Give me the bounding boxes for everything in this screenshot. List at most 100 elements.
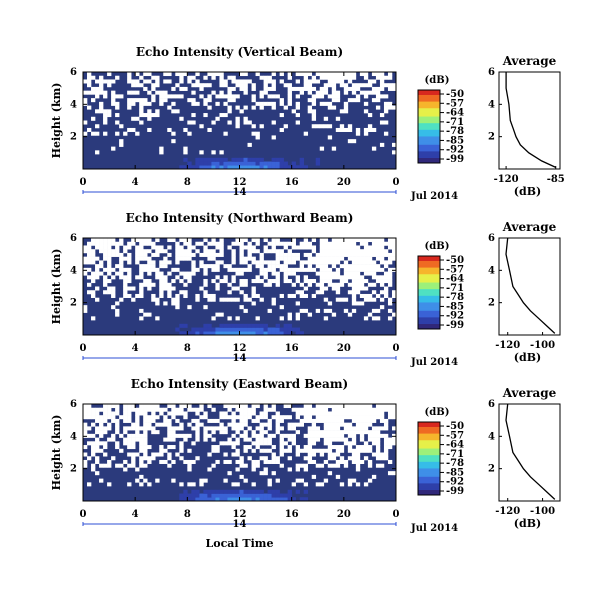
missing-cell <box>387 245 393 250</box>
missing-cell <box>367 478 373 483</box>
missing-cell <box>167 260 172 265</box>
missing-cell <box>331 426 337 431</box>
missing-cell <box>303 260 309 265</box>
echo-cell <box>207 157 212 162</box>
echo-cell <box>203 493 208 498</box>
missing-cell <box>387 441 393 446</box>
colorbar-segment <box>418 486 440 489</box>
missing-cell <box>347 441 353 446</box>
missing-cell <box>259 260 264 265</box>
missing-cell <box>331 86 337 91</box>
missing-cell <box>139 252 144 257</box>
missing-cell <box>323 264 329 269</box>
y-tick-label: 6 <box>70 233 77 244</box>
missing-cell <box>315 411 321 416</box>
missing-cell <box>95 471 100 476</box>
missing-cell <box>215 426 220 431</box>
missing-cell <box>371 241 377 246</box>
colorbar-segment <box>418 153 440 156</box>
missing-cell <box>251 463 256 468</box>
missing-cell <box>95 241 100 246</box>
echo-cell <box>255 157 260 162</box>
colorbar-segment <box>418 151 440 154</box>
missing-cell <box>103 94 108 99</box>
missing-cell <box>259 124 264 129</box>
missing-cell <box>91 448 96 453</box>
missing-cell <box>343 441 349 446</box>
missing-cell <box>143 456 148 461</box>
missing-cell <box>351 260 357 265</box>
missing-cell <box>127 293 132 298</box>
missing-cell <box>111 101 116 106</box>
missing-cell <box>371 260 377 265</box>
missing-cell <box>235 124 240 129</box>
missing-cell <box>191 271 196 276</box>
missing-cell <box>335 75 341 80</box>
missing-cell <box>243 72 248 77</box>
missing-cell <box>135 252 140 257</box>
missing-cell <box>295 312 300 317</box>
missing-cell <box>363 90 369 95</box>
missing-cell <box>339 445 345 450</box>
missing-cell <box>339 256 345 261</box>
missing-cell <box>147 256 152 261</box>
missing-cell <box>327 452 333 457</box>
missing-cell <box>91 252 96 257</box>
missing-cell <box>359 404 365 409</box>
missing-cell <box>267 437 272 442</box>
echo-cell <box>231 489 236 494</box>
colorbar-segment <box>418 98 440 101</box>
missing-cell <box>131 407 136 412</box>
echo-cell <box>231 161 236 166</box>
missing-cell <box>347 75 353 80</box>
missing-cell <box>163 407 168 412</box>
missing-cell <box>231 415 236 420</box>
missing-cell <box>351 75 357 80</box>
missing-cell <box>159 459 164 464</box>
missing-cell <box>335 422 341 427</box>
missing-cell <box>319 418 325 423</box>
missing-cell <box>115 113 120 118</box>
colorbar-segment <box>418 312 440 315</box>
x-tick-label: 8 <box>184 509 191 520</box>
missing-cell <box>343 415 349 420</box>
missing-cell <box>355 94 361 99</box>
echo-cell <box>227 331 232 336</box>
echo-cell <box>255 323 260 328</box>
missing-cell <box>171 139 176 144</box>
echo-cell <box>183 497 188 502</box>
missing-cell <box>335 116 341 121</box>
missing-cell <box>335 271 341 276</box>
missing-cell <box>299 308 304 313</box>
missing-cell <box>91 98 96 103</box>
missing-cell <box>187 275 192 280</box>
missing-cell <box>363 94 369 99</box>
missing-cell <box>163 301 168 306</box>
missing-cell <box>279 252 284 257</box>
missing-cell <box>343 275 349 280</box>
missing-cell <box>387 105 393 110</box>
missing-cell <box>307 98 313 103</box>
missing-cell <box>219 441 224 446</box>
missing-cell <box>171 426 176 431</box>
missing-cell <box>339 264 345 269</box>
missing-cell <box>291 282 296 287</box>
missing-cell <box>103 249 108 254</box>
missing-cell <box>303 456 309 461</box>
x-tick-label: 8 <box>184 343 191 354</box>
missing-cell <box>175 418 180 423</box>
missing-cell <box>187 252 192 257</box>
missing-cell <box>91 422 96 427</box>
missing-cell <box>143 437 148 442</box>
missing-cell <box>127 101 132 106</box>
missing-cell <box>319 482 325 487</box>
colorbar-tick-label: -85 <box>446 135 464 146</box>
missing-cell <box>115 249 120 254</box>
missing-cell <box>179 249 184 254</box>
echo-cell <box>271 161 276 166</box>
echo-cell <box>251 497 256 502</box>
missing-cell <box>375 404 381 409</box>
missing-cell <box>319 290 325 295</box>
missing-cell <box>315 256 321 261</box>
missing-cell <box>247 256 252 261</box>
